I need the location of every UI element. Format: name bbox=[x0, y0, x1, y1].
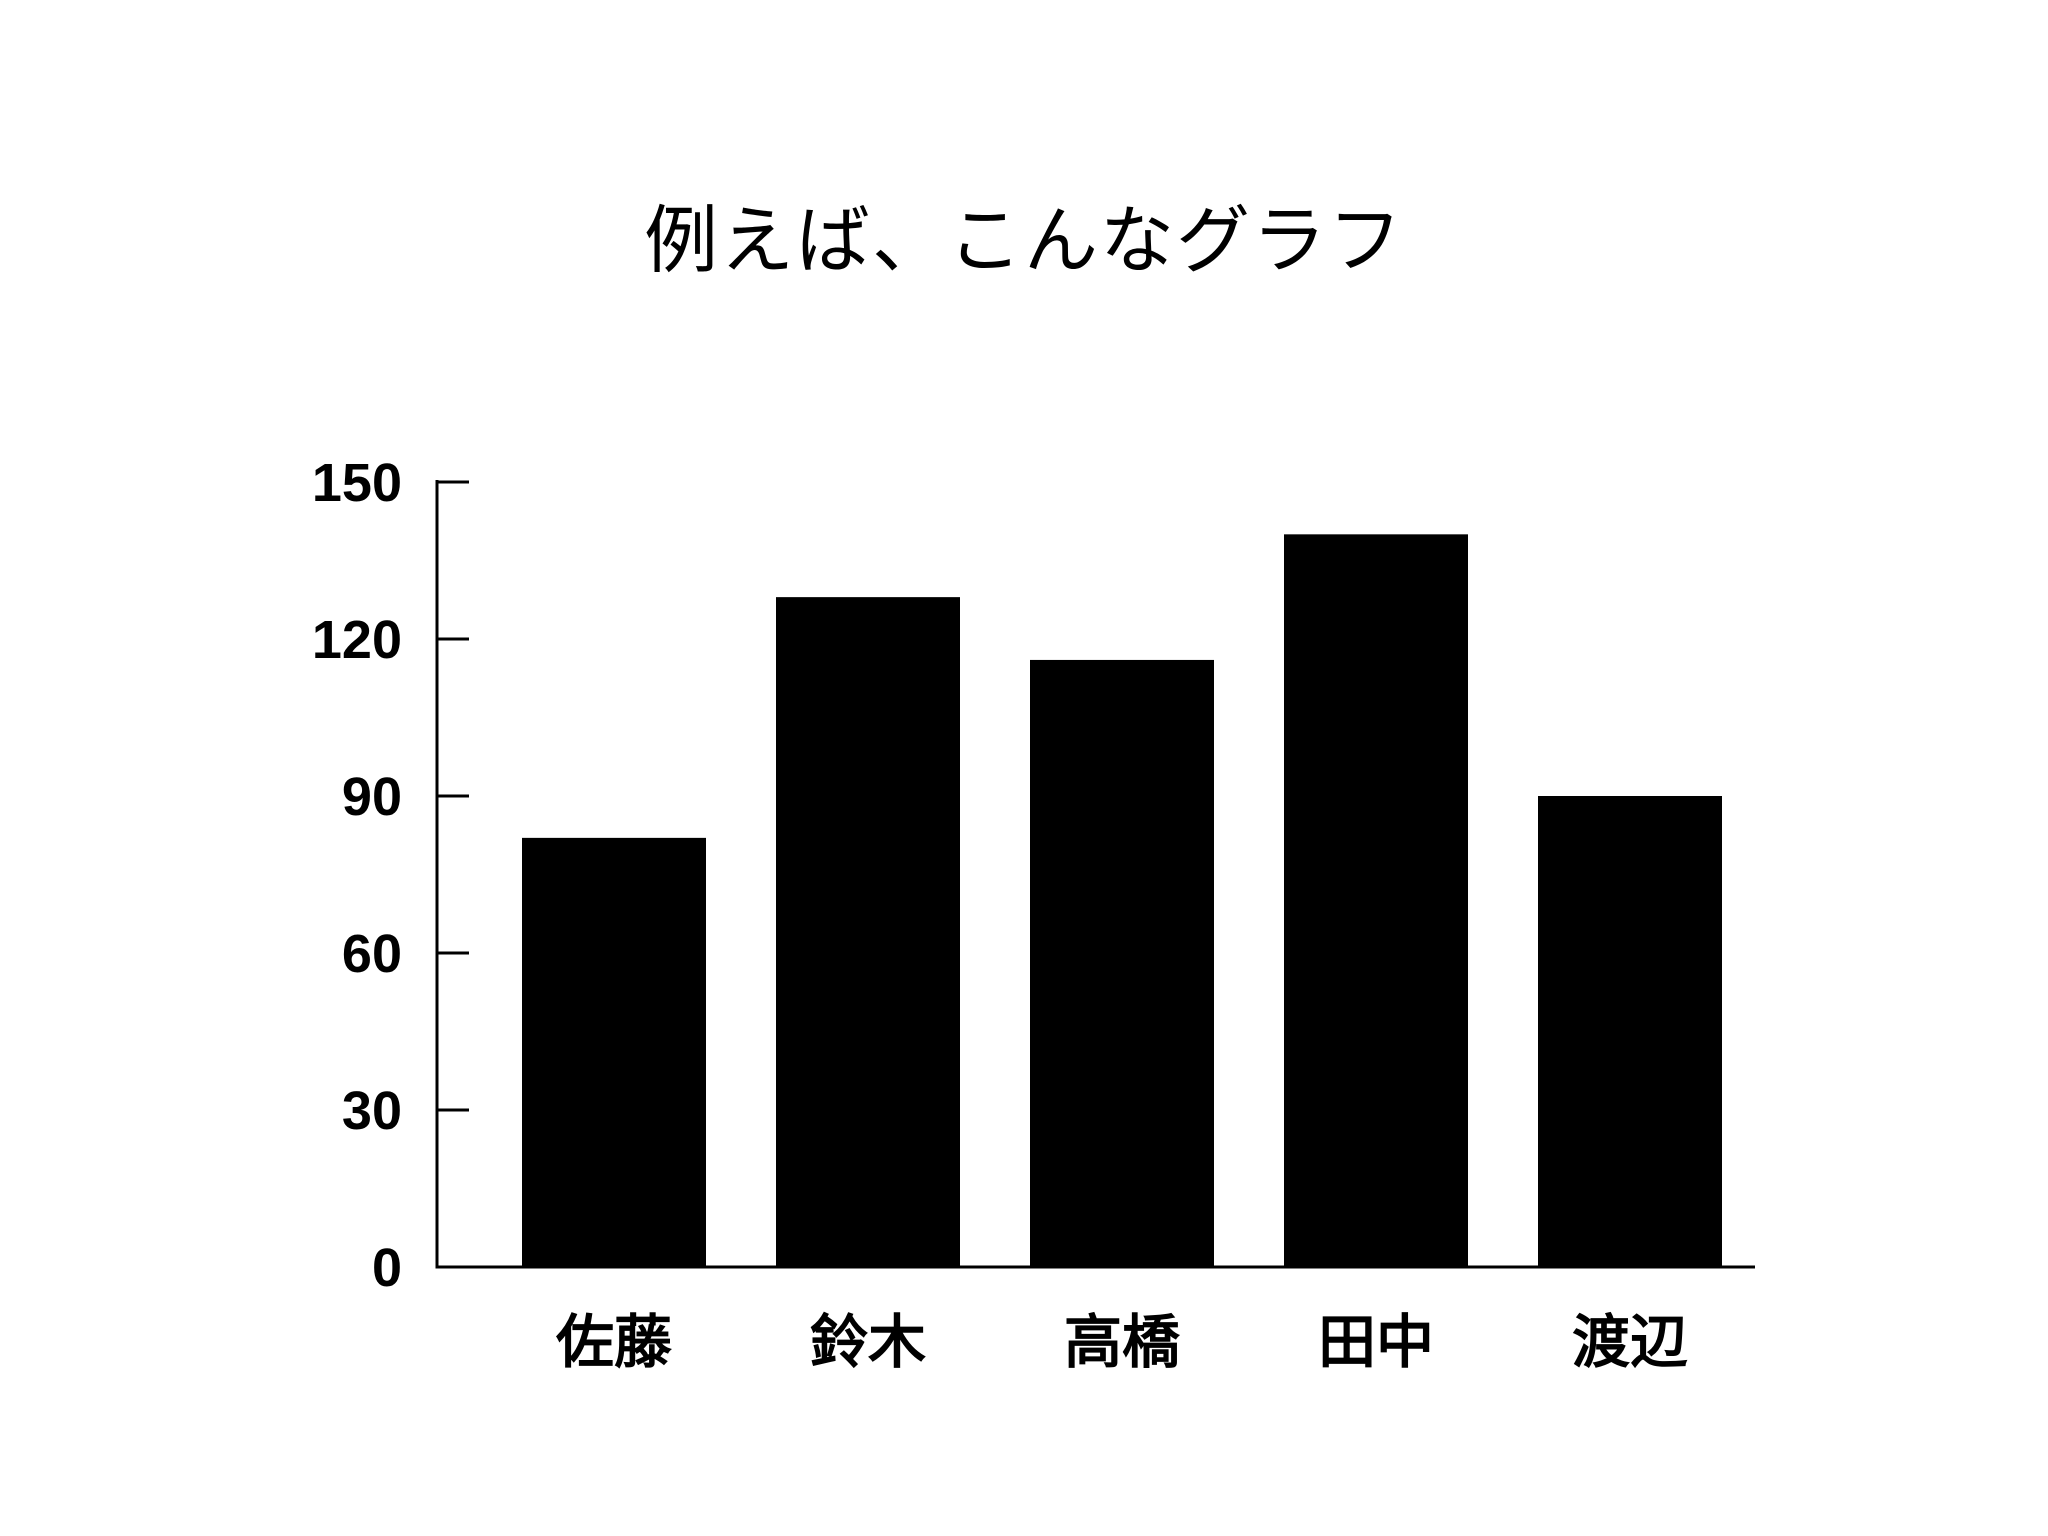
y-ticks-group: 0 30 60 90 120 150 bbox=[312, 453, 469, 1298]
bar-1 bbox=[522, 837, 706, 1267]
y-tick-label: 30 bbox=[342, 1081, 402, 1141]
chart-title: 例えば、こんなグラフ bbox=[644, 198, 1404, 284]
x-category-label: 佐藤 bbox=[555, 1308, 673, 1376]
x-category-label: 鈴木 bbox=[810, 1308, 926, 1376]
y-tick-label: 0 bbox=[372, 1238, 402, 1298]
x-category-label: 田中 bbox=[1318, 1308, 1434, 1376]
y-tick-label: 150 bbox=[312, 453, 402, 513]
bar-2 bbox=[776, 597, 960, 1267]
y-tick-label: 90 bbox=[342, 767, 402, 827]
axes-group bbox=[435, 480, 1755, 1269]
bars-group bbox=[522, 534, 1722, 1267]
bar-4 bbox=[1284, 534, 1468, 1267]
bar-3 bbox=[1030, 659, 1214, 1267]
x-category-label: 高橋 bbox=[1064, 1308, 1181, 1376]
x-labels-group: 佐藤 鈴木 高橋 田中 渡辺 bbox=[555, 1308, 1688, 1376]
x-category-label: 渡辺 bbox=[1572, 1308, 1688, 1376]
y-tick-label: 60 bbox=[342, 924, 402, 984]
y-tick-label: 120 bbox=[312, 610, 402, 670]
bar-5 bbox=[1538, 796, 1722, 1267]
